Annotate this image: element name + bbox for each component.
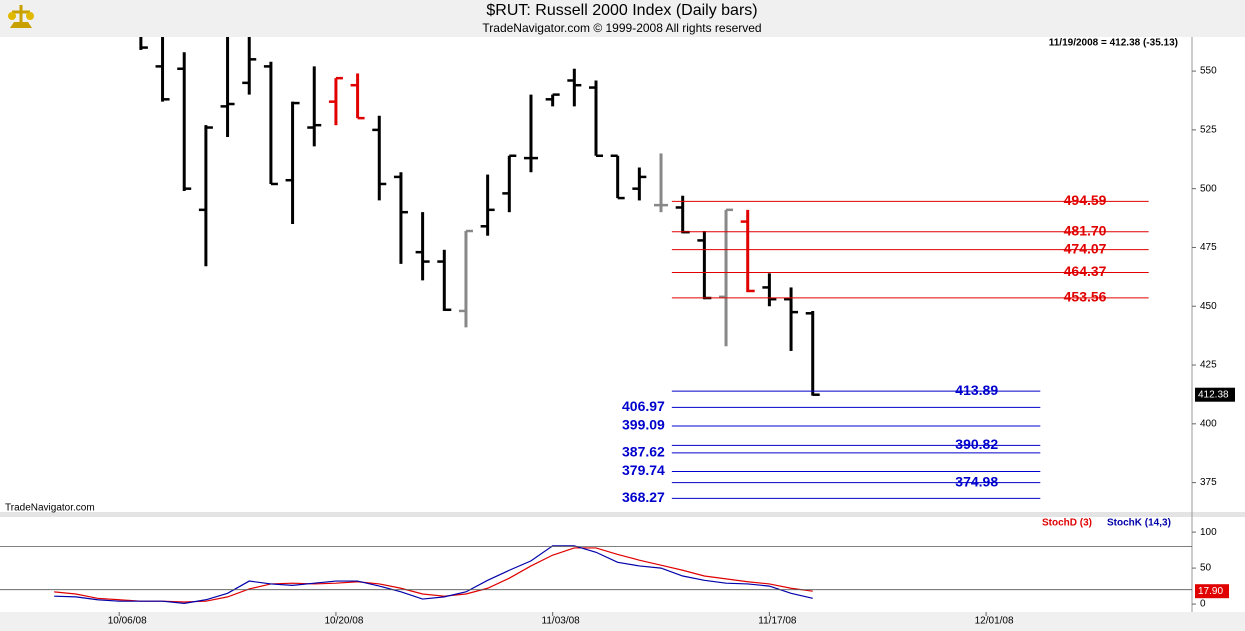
level-label: 387.62 — [622, 444, 665, 460]
x-tick-label: 11/17/08 — [758, 616, 797, 627]
level-label: 390.82 — [955, 436, 998, 452]
last-indicator-label: 17.90 — [1198, 586, 1223, 597]
watermark: TradeNavigator.com — [5, 503, 95, 514]
legend-entry: StochD (3) — [1042, 518, 1092, 529]
y-tick-label: 0 — [1200, 599, 1206, 610]
indicator-panel — [54, 545, 813, 604]
price-panel — [139, 37, 1149, 499]
x-tick-label: 10/06/08 — [108, 616, 147, 627]
date-band — [0, 612, 1245, 631]
logo — [8, 5, 34, 28]
y-tick-label: 400 — [1200, 418, 1217, 429]
level-label: 453.56 — [1064, 289, 1107, 305]
level-label: 464.37 — [1064, 263, 1107, 279]
last-price-tag — [1195, 387, 1235, 402]
y-tick-label: 375 — [1200, 477, 1217, 488]
last-indicator-tag — [1195, 584, 1229, 599]
y-tick-label: 550 — [1200, 66, 1217, 77]
y-tick-label: 425 — [1200, 360, 1217, 371]
chart-title: $RUT: Russell 2000 Index (Daily bars) — [486, 2, 757, 19]
level-label: 494.59 — [1064, 192, 1107, 208]
quote: 11/19/2008 = 412.38 (-35.13) — [1049, 38, 1178, 49]
level-label: 481.70 — [1064, 222, 1107, 238]
y-tick-label: 525 — [1200, 125, 1217, 136]
level-label: 406.97 — [622, 398, 665, 414]
y-tick-label: 500 — [1200, 183, 1217, 194]
level-label: 374.98 — [955, 473, 998, 489]
y-tick-label: 50 — [1200, 563, 1212, 574]
level-label: 399.09 — [622, 417, 665, 433]
panel-divider — [0, 512, 1245, 517]
y-tick-label: 450 — [1200, 301, 1217, 312]
x-tick-label: 11/03/08 — [542, 616, 581, 627]
level-label: 368.27 — [622, 489, 665, 505]
header-band — [0, 0, 1245, 37]
chart-subtitle: TradeNavigator.com © 1999-2008 All right… — [482, 21, 761, 35]
level-label: 379.74 — [622, 462, 665, 478]
last-price-label: 412.38 — [1198, 389, 1229, 400]
level-label: 474.07 — [1064, 240, 1107, 256]
y-tick-label: 100 — [1200, 527, 1217, 538]
x-tick-label: 10/20/08 — [324, 616, 363, 627]
x-tick-label: 12/01/08 — [975, 616, 1014, 627]
indicator-line — [54, 547, 813, 603]
level-label: 413.89 — [955, 382, 998, 398]
indicator-line — [54, 545, 813, 604]
y-tick-label: 475 — [1200, 242, 1217, 253]
legend-entry: StochK (14,3) — [1107, 518, 1171, 529]
